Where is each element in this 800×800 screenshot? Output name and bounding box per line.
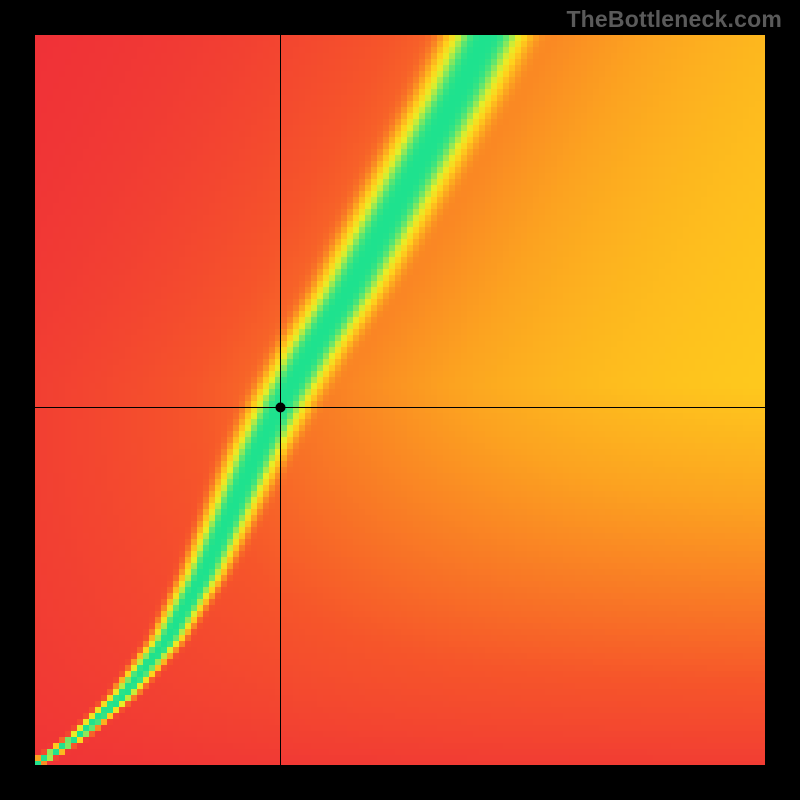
heatmap-canvas	[35, 35, 765, 765]
chart-root: TheBottleneck.com	[0, 0, 800, 800]
watermark-text: TheBottleneck.com	[566, 6, 782, 33]
